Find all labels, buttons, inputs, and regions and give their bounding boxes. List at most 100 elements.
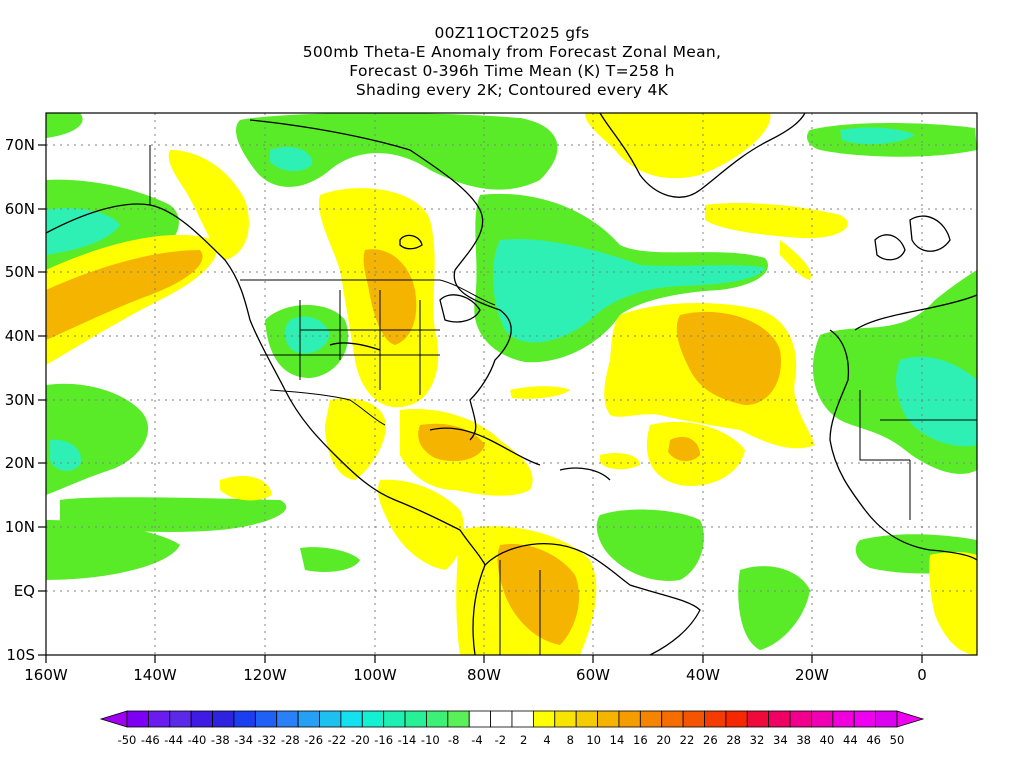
colorbar-swatch [682, 710, 705, 728]
colorbar-label: 50 [890, 733, 905, 747]
colorbar-swatch [147, 710, 171, 728]
colorbar-label: -46 [141, 733, 160, 747]
axis-ticks [38, 144, 923, 663]
colorbar-swatch [811, 710, 834, 728]
colorbar-label: -26 [304, 733, 323, 747]
colorbar-arrow-left [99, 710, 128, 728]
lat-label-10s: 10S [6, 646, 35, 664]
colorbar-swatch [319, 710, 342, 728]
colorbar-swatch [297, 710, 320, 728]
colorbar-label: 28 [726, 733, 741, 747]
colorbar-label: -14 [398, 733, 417, 747]
map-title-line-3: Forecast 0-396h Time Mean (K) T=258 h [349, 62, 675, 80]
colorbar-swatch [212, 710, 235, 728]
lat-label-60n: 60N [5, 200, 35, 218]
strong-negative-regions [46, 127, 977, 472]
colorbar-label: 8 [567, 733, 574, 747]
colorbar-swatch [340, 710, 363, 728]
colorbar-swatch [361, 710, 385, 728]
colorbar-label: -10 [421, 733, 440, 747]
longitude-labels: 160W 140W 120W 100W 80W 60W 40W 20W 0 [24, 666, 927, 684]
colorbar-swatch [554, 710, 577, 728]
map-title-line-1: 00Z11OCT2025 gfs [434, 24, 590, 42]
lon-label-80w: 80W [467, 666, 501, 684]
colorbar-label: -16 [374, 733, 393, 747]
colorbar-label: 2 [520, 733, 527, 747]
lon-label-40w: 40W [686, 666, 720, 684]
colorbar-swatch [190, 710, 213, 728]
colorbar-label: -8 [448, 733, 459, 747]
colorbar-label: 44 [843, 733, 858, 747]
colorbar-swatch [511, 710, 534, 728]
lat-label-70n: 70N [5, 136, 35, 154]
colorbar-label: 40 [820, 733, 835, 747]
colorbar-swatch [447, 710, 470, 728]
colorbar-swatch [404, 710, 427, 728]
lon-label-100w: 100W [353, 666, 397, 684]
colorbar-swatch [832, 710, 855, 728]
colorbar-label: -22 [328, 733, 347, 747]
latitude-labels: 70N 60N 50N 40N 30N 20N 10N EQ 10S [5, 136, 35, 664]
colorbar-label: -28 [281, 733, 300, 747]
colorbar-swatch [639, 710, 663, 728]
colorbar-swatch [532, 710, 556, 728]
colorbar-swatch [768, 710, 791, 728]
colorbar-label: -40 [188, 733, 207, 747]
lon-label-60w: 60W [576, 666, 610, 684]
lon-label-120w: 120W [243, 666, 287, 684]
colorbar-label: 4 [543, 733, 550, 747]
colorbar-swatch [746, 710, 770, 728]
colorbar-label: 32 [750, 733, 765, 747]
plot-frame [45, 112, 978, 656]
colorbar-arrow-right [896, 710, 925, 728]
colorbar-swatch [254, 710, 278, 728]
colorbar-label: -32 [258, 733, 277, 747]
colorbar-label: 46 [866, 733, 881, 747]
colorbar-label: 14 [610, 733, 625, 747]
colorbar-label: -20 [351, 733, 370, 747]
colorbar-swatch [661, 710, 684, 728]
colorbar-label: 20 [656, 733, 671, 747]
colorbar-label: -44 [164, 733, 183, 747]
lat-label-10n: 10N [5, 518, 35, 536]
colorbar-swatch [853, 710, 877, 728]
colorbar-swatch [276, 710, 299, 728]
colorbar-swatch [789, 710, 812, 728]
lon-label-160w: 160W [24, 666, 68, 684]
colorbar-swatch [233, 710, 256, 728]
lat-label-20n: 20N [5, 454, 35, 472]
colorbar-swatch [169, 710, 192, 728]
colorbar-swatch [575, 710, 598, 728]
colorbar-swatch [126, 710, 149, 728]
colorbar-label: 10 [586, 733, 601, 747]
coastlines [46, 113, 977, 655]
colorbar-swatch [490, 710, 513, 728]
colorbar-label: 26 [703, 733, 718, 747]
colorbar-swatch [704, 710, 727, 728]
colorbar-label: -38 [211, 733, 230, 747]
strong-positive-regions [46, 249, 781, 645]
borders [149, 145, 977, 655]
colorbar-label: -4 [471, 733, 482, 747]
colorbar-swatch [618, 710, 641, 728]
colorbar-label: -34 [234, 733, 253, 747]
colorbar-label: -2 [495, 733, 506, 747]
colorbar-label: 38 [796, 733, 811, 747]
colorbar-label: 16 [633, 733, 648, 747]
colorbar: -50 -46 -44 -40 -38 -34 -32 -28 -26 -22 -20 -16 -14-… [99, 710, 925, 747]
colorbar-swatch [725, 710, 748, 728]
colorbar-swatch [875, 710, 898, 728]
colorbar-swatch [383, 710, 406, 728]
anomaly-shading [46, 113, 977, 655]
lat-label-30n: 30N [5, 391, 35, 409]
colorbar-label: 34 [773, 733, 788, 747]
lat-label-40n: 40N [5, 327, 35, 345]
lon-label-20w: 20W [795, 666, 829, 684]
lon-label-0: 0 [917, 666, 927, 684]
colorbar-swatch [597, 710, 620, 728]
map-title-line-2: 500mb Theta-E Anomaly from Forecast Zona… [302, 43, 722, 61]
colorbar-swatch [468, 710, 492, 728]
colorbar-swatch [426, 710, 449, 728]
colorbar-label: -50 [118, 733, 137, 747]
